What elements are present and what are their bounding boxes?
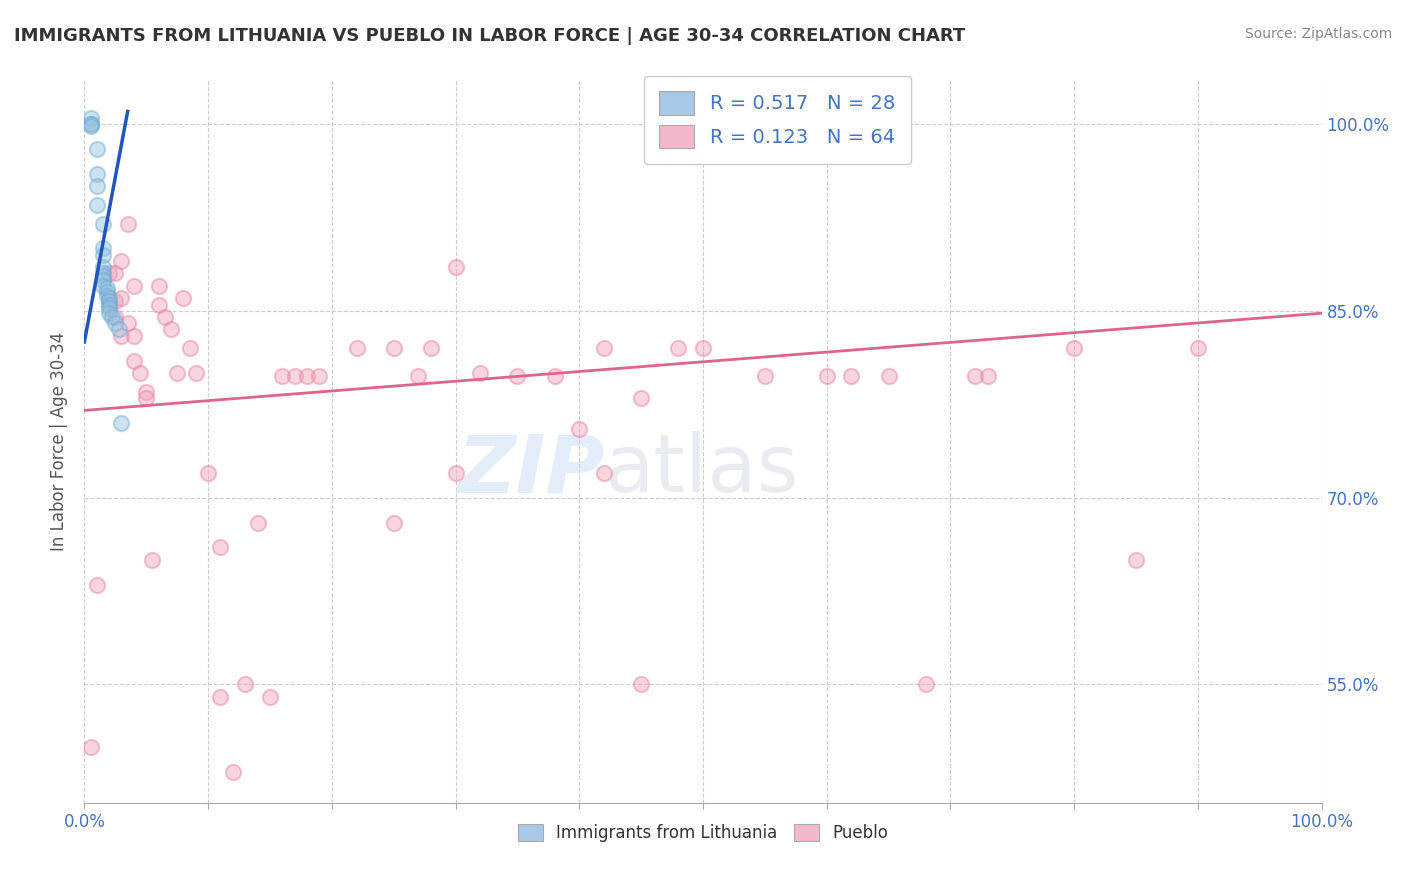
Point: [666, 341, 689, 355]
Point: [815, 368, 838, 383]
Point: [91, 278, 114, 293]
Point: [153, 310, 176, 324]
Point: [222, 764, 245, 779]
Point: [108, 322, 131, 336]
Point: [98, 291, 121, 305]
Point: [346, 341, 368, 355]
Point: [1063, 341, 1085, 355]
Point: [98, 266, 121, 280]
Point: [259, 690, 281, 704]
Point: [965, 368, 987, 383]
Point: [104, 316, 127, 330]
Point: [96, 289, 118, 303]
Point: [79, 739, 101, 754]
Point: [91, 248, 114, 262]
Point: [246, 516, 269, 530]
Point: [122, 278, 145, 293]
Point: [79, 117, 101, 131]
Point: [593, 341, 616, 355]
Point: [122, 353, 145, 368]
Point: [1187, 341, 1209, 355]
Point: [209, 541, 232, 555]
Point: [543, 368, 565, 383]
Legend: Immigrants from Lithuania, Pueblo: Immigrants from Lithuania, Pueblo: [512, 817, 894, 848]
Point: [122, 328, 145, 343]
Point: [86, 142, 108, 156]
Point: [91, 272, 114, 286]
Point: [408, 368, 430, 383]
Point: [79, 111, 101, 125]
Point: [98, 297, 121, 311]
Point: [129, 366, 152, 380]
Point: [841, 368, 863, 383]
Point: [506, 368, 529, 383]
Text: atlas: atlas: [605, 432, 799, 509]
Point: [86, 198, 108, 212]
Point: [141, 553, 163, 567]
Point: [135, 384, 157, 399]
Point: [110, 328, 132, 343]
Point: [284, 368, 307, 383]
Point: [148, 278, 170, 293]
Point: [110, 416, 132, 430]
Point: [91, 242, 114, 256]
Point: [593, 466, 616, 480]
Point: [1125, 553, 1147, 567]
Point: [79, 120, 101, 134]
Y-axis label: In Labor Force | Age 30-34: In Labor Force | Age 30-34: [51, 332, 69, 551]
Point: [877, 368, 900, 383]
Point: [630, 677, 652, 691]
Point: [86, 167, 108, 181]
Point: [104, 293, 127, 308]
Point: [568, 422, 591, 436]
Point: [470, 366, 492, 380]
Point: [96, 281, 118, 295]
Point: [233, 677, 256, 691]
Point: [100, 310, 122, 324]
Point: [98, 301, 121, 316]
Point: [271, 368, 294, 383]
Point: [86, 578, 108, 592]
Point: [91, 260, 114, 274]
Point: [754, 368, 776, 383]
Point: [96, 285, 118, 299]
Point: [98, 306, 121, 320]
Point: [104, 266, 127, 280]
Point: [179, 341, 201, 355]
Point: [104, 310, 127, 324]
Point: [444, 466, 467, 480]
Point: [444, 260, 467, 274]
Point: [184, 366, 207, 380]
Point: [91, 217, 114, 231]
Point: [382, 516, 405, 530]
Point: [117, 316, 139, 330]
Point: [630, 391, 652, 405]
Text: Source: ZipAtlas.com: Source: ZipAtlas.com: [1244, 27, 1392, 41]
Point: [98, 293, 121, 308]
Point: [148, 297, 170, 311]
Point: [166, 366, 188, 380]
Point: [308, 368, 330, 383]
Point: [79, 117, 101, 131]
Point: [692, 341, 714, 355]
Point: [172, 291, 194, 305]
Point: [86, 179, 108, 194]
Point: [160, 322, 183, 336]
Point: [197, 466, 219, 480]
Point: [976, 368, 998, 383]
Point: [209, 690, 232, 704]
Point: [419, 341, 441, 355]
Text: ZIP: ZIP: [457, 432, 605, 509]
Point: [382, 341, 405, 355]
Point: [91, 268, 114, 283]
Point: [110, 291, 132, 305]
Point: [295, 368, 318, 383]
Point: [914, 677, 936, 691]
Point: [135, 391, 157, 405]
Text: IMMIGRANTS FROM LITHUANIA VS PUEBLO IN LABOR FORCE | AGE 30-34 CORRELATION CHART: IMMIGRANTS FROM LITHUANIA VS PUEBLO IN L…: [14, 27, 966, 45]
Point: [110, 253, 132, 268]
Point: [117, 217, 139, 231]
Point: [98, 297, 121, 311]
Point: [91, 266, 114, 280]
